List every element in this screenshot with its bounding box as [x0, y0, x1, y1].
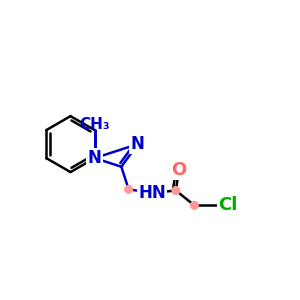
- Text: O: O: [171, 161, 187, 179]
- Text: CH₃: CH₃: [80, 117, 110, 132]
- Text: HN: HN: [138, 184, 166, 202]
- Text: N: N: [131, 135, 145, 153]
- Text: Cl: Cl: [218, 196, 238, 214]
- Circle shape: [190, 202, 198, 209]
- Circle shape: [172, 187, 180, 194]
- Circle shape: [125, 185, 133, 193]
- Text: N: N: [88, 149, 102, 167]
